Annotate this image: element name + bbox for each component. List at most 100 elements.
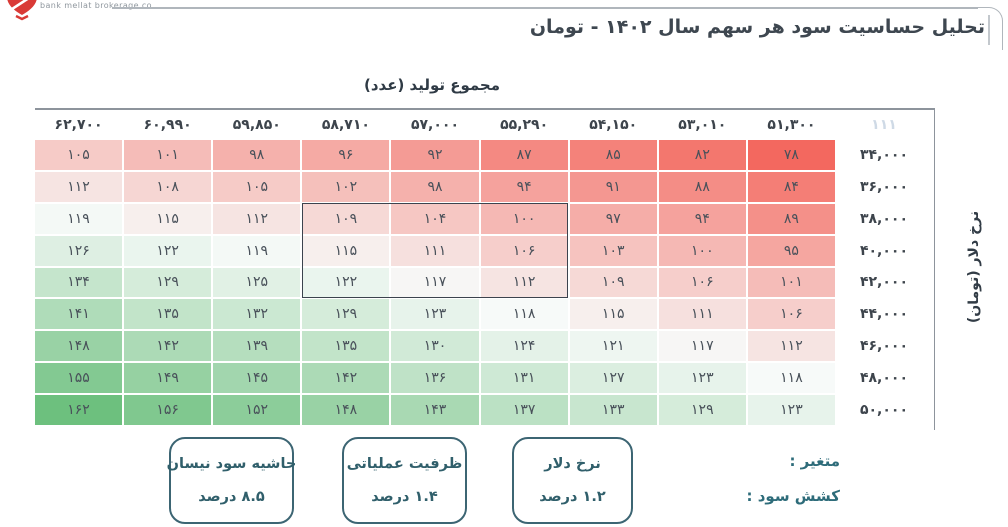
heatmap-cell: ۱۲۳ — [747, 395, 835, 425]
heatmap-cell: ۱۳۱ — [480, 363, 568, 394]
heatmap-cell: ۱۱۸ — [480, 299, 568, 330]
heatmap-cell: ۱۰۰ — [480, 203, 568, 234]
heatmap-cell: ۸۲ — [658, 140, 746, 170]
heatmap-cell: ۱۱۵ — [302, 235, 390, 266]
heatmap-cell: ۱۶۲ — [35, 395, 123, 425]
heatmap-cell: ۱۳۴ — [35, 267, 123, 298]
heatmap-cell: ۱۵۶ — [124, 395, 212, 425]
heatmap-cell: ۱۰۶ — [658, 267, 746, 298]
heatmap-cell: ۱۰۶ — [747, 299, 835, 330]
heatmap-cell: ۱۴۳ — [391, 395, 479, 425]
heatmap-cell: ۱۵۲ — [213, 395, 301, 425]
column-header: ۵۷,۰۰۰ — [410, 117, 460, 133]
heatmap-cell: ۸۷ — [480, 140, 568, 170]
heatmap-cell: ۹۶ — [302, 140, 390, 170]
column-header: ۵۴,۱۵۰ — [589, 117, 638, 133]
heatmap-cell: ۱۲۵ — [213, 267, 301, 298]
heatmap-cell: ۱۱۲ — [213, 203, 301, 234]
legend-box-value: ۱.۲ درصد — [539, 489, 606, 505]
heatmap-cell: ۱۴۲ — [124, 331, 212, 362]
heatmap-cell: ۱۰۵ — [213, 171, 301, 202]
row-header: ۴۲,۰۰۰ — [859, 274, 909, 291]
heatmap-cell: ۱۰۸ — [124, 171, 212, 202]
heatmap-cell: ۹۷ — [569, 203, 657, 234]
legend-box-nissan-margin: حاشیه سود نیسان ۸.۵ درصد — [166, 437, 297, 524]
row-header: ۴۰,۰۰۰ — [859, 242, 909, 259]
column-header: ۶۰,۹۹۰ — [143, 117, 192, 133]
heatmap-cell: ۱۰۹ — [569, 267, 657, 298]
heatmap-cell: ۸۸ — [658, 171, 746, 202]
column-header: ۵۳,۰۱۰ — [678, 117, 727, 133]
heatmap-cell: ۱۴۸ — [35, 331, 123, 362]
heatmap-cell: ۱۴۹ — [124, 363, 212, 394]
heatmap-cell: ۸۵ — [569, 140, 657, 170]
heatmap-cell: ۱۰۱ — [124, 140, 212, 170]
heatmap-cell: ۱۰۱ — [747, 267, 835, 298]
row-header: ۴۴,۰۰۰ — [859, 306, 909, 323]
heatmap-cell: ۱۳۳ — [569, 395, 657, 425]
header-corner-bracket — [978, 7, 1003, 50]
row-header: ۳۶,۰۰۰ — [859, 178, 909, 195]
legend-box-value: ۱.۴ درصد — [371, 489, 438, 505]
heatmap-cell: ۱۰۵ — [35, 140, 123, 170]
row-header: ۴۶,۰۰۰ — [859, 338, 909, 355]
heatmap-cell: ۱۳۲ — [213, 299, 301, 330]
heatmap-cell: ۱۳۹ — [213, 331, 301, 362]
heatmap-cell: ۸۹ — [747, 203, 835, 234]
heatmap-grid: ۱۰۵ ۱۰۱ ۹۸ ۹۶ ۹۲ ۸۷ ۸۵ ۸۲ ۷۸ ۱۱۲ ۱۰۸ ۱۰۵ ۱۰۲ ۹۸ ۹۴ ۹۱ ۸۸… — [35, 140, 835, 425]
x-axis-title: مجموع تولید (عدد) — [363, 76, 501, 94]
heatmap-cell: ۱۲۱ — [569, 331, 657, 362]
bank-mellat-logo-icon — [7, 0, 37, 21]
heatmap-cell: ۱۲۳ — [658, 363, 746, 394]
axis-right-rule — [933, 108, 935, 430]
heatmap-cell: ۱۲۹ — [124, 267, 212, 298]
heatmap-cell: ۱۳۵ — [302, 331, 390, 362]
y-axis-title: نرخ دلار (تومان) — [966, 210, 982, 324]
heatmap-cell: ۱۵۵ — [35, 363, 123, 394]
heatmap-cell: ۹۸ — [391, 171, 479, 202]
heatmap-cell: ۱۱۷ — [658, 331, 746, 362]
heatmap-cell: ۱۳۶ — [391, 363, 479, 394]
heatmap-cell: ۱۱۵ — [569, 299, 657, 330]
heatmap-cell: ۱۱۸ — [747, 363, 835, 394]
legend-box-value: ۸.۵ درصد — [198, 489, 265, 505]
heatmap-cell: ۱۲۷ — [569, 363, 657, 394]
heatmap-cell: ۱۳۰ — [391, 331, 479, 362]
column-header: ۵۸,۷۱۰ — [321, 117, 370, 133]
row-header: ۴۸,۰۰۰ — [859, 370, 909, 387]
legend-box-operational-capacity: ظرفیت عملیاتی ۱.۴ درصد — [342, 437, 467, 524]
heatmap-cell: ۱۴۵ — [213, 363, 301, 394]
heatmap-cell: ۹۱ — [569, 171, 657, 202]
legend-box-dollar-rate: نرخ دلار ۱.۲ درصد — [512, 437, 633, 524]
heatmap-cell: ۱۰۶ — [480, 235, 568, 266]
header-rule — [112, 7, 978, 9]
heatmap-cell: ۹۵ — [747, 235, 835, 266]
heatmap-cell: ۱۳۵ — [124, 299, 212, 330]
legend-elasticity-label: کشش سود : — [746, 487, 841, 505]
heatmap-cell: ۱۱۱ — [391, 235, 479, 266]
row-header: ۵۰,۰۰۰ — [859, 402, 909, 419]
heatmap-cell: ۹۴ — [480, 171, 568, 202]
heatmap-cell: ۱۰۳ — [569, 235, 657, 266]
heatmap-cell: ۱۱۲ — [35, 171, 123, 202]
heatmap-cell: ۱۳۷ — [480, 395, 568, 425]
column-headers: ۶۲,۷۰۰ ۶۰,۹۹۰ ۵۹,۸۵۰ ۵۸,۷۱۰ ۵۷,۰۰۰ ۵۵,۲۹۰ ۵۴,۱… — [35, 112, 835, 138]
heatmap-cell: ۱۲۲ — [302, 267, 390, 298]
heatmap-cell: ۱۲۶ — [35, 235, 123, 266]
column-header: ۵۱,۳۰۰ — [767, 117, 816, 133]
column-header: ۵۵,۲۹۰ — [500, 117, 549, 133]
legend-box-name: حاشیه سود نیسان — [166, 456, 297, 472]
header-corner-inner-line — [988, 15, 990, 45]
heatmap-cell: ۸۴ — [747, 171, 835, 202]
page-title: تحلیل حساسیت سود هر سهم سال ۱۴۰۲ - تومان — [529, 16, 985, 38]
heatmap-cell: ۱۰۲ — [302, 171, 390, 202]
heatmap-cell: ۷۸ — [747, 140, 835, 170]
heatmap-cell: ۱۱۷ — [391, 267, 479, 298]
heatmap-cell: ۱۴۸ — [302, 395, 390, 425]
heatmap-cell: ۱۲۴ — [480, 331, 568, 362]
row-header: ۳۸,۰۰۰ — [859, 210, 909, 227]
heatmap-cell: ۱۲۹ — [658, 395, 746, 425]
heatmap-cell: ۹۴ — [658, 203, 746, 234]
legend-box-name: نرخ دلار — [544, 456, 601, 472]
